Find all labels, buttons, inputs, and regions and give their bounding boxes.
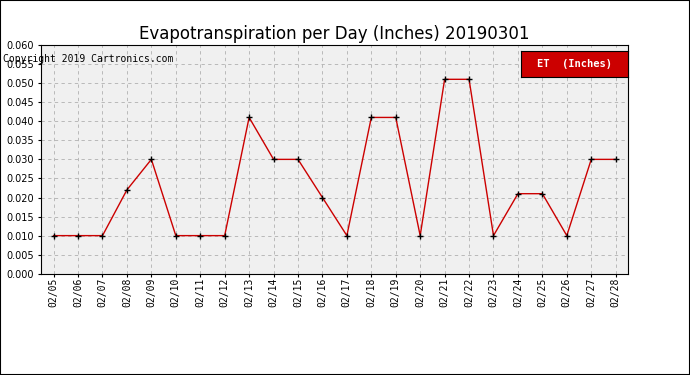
Title: Evapotranspiration per Day (Inches) 20190301: Evapotranspiration per Day (Inches) 2019… xyxy=(139,26,530,44)
Text: Copyright 2019 Cartronics.com: Copyright 2019 Cartronics.com xyxy=(3,54,174,64)
Text: ET  (Inches): ET (Inches) xyxy=(537,59,612,69)
